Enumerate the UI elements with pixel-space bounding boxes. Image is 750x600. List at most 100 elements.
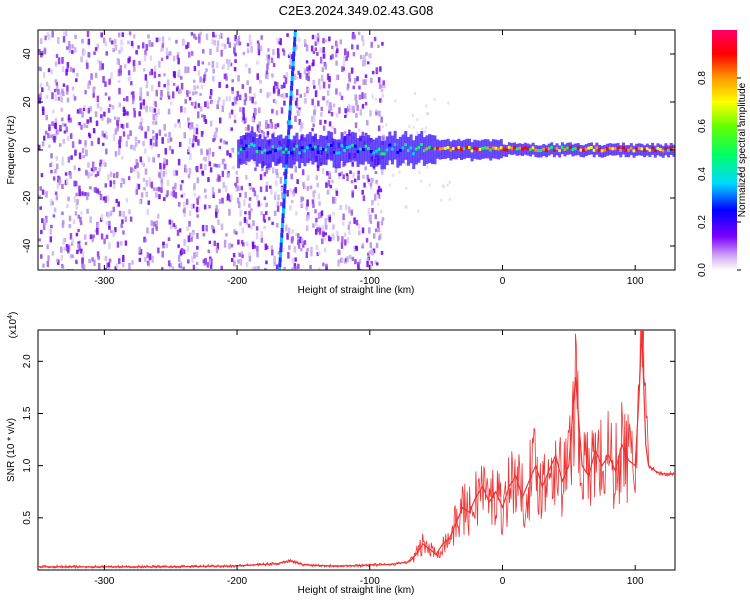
spectrogram-cell (401, 146, 405, 150)
spectrogram-cell (283, 188, 287, 194)
spectrogram-cell (441, 184, 444, 188)
spectrogram-cell (177, 57, 180, 65)
spectrogram-cell (377, 147, 381, 151)
spectrogram-cell (145, 84, 149, 88)
spectrogram-cell (366, 174, 369, 180)
spectrogram-cell (112, 206, 116, 212)
spectrogram-cell (59, 91, 63, 97)
spectrogram-cell (181, 248, 185, 254)
spectrogram-cell (121, 32, 125, 38)
spectrogram-cell (279, 242, 283, 248)
spectrogram-cell (105, 234, 109, 239)
spectrogram-cell (369, 110, 372, 117)
spectrogram-cell (334, 187, 338, 194)
spectrogram-cell (348, 254, 352, 260)
spectrogram-cell (76, 72, 79, 77)
spectrogram-cell (171, 149, 174, 154)
spectrogram-cell (249, 96, 252, 101)
spectrogram-cell (266, 245, 269, 250)
spectrogram-cell (152, 135, 155, 141)
spectrogram-cell (157, 186, 161, 192)
spectrogram-cell (334, 40, 338, 47)
spectrogram-cell (92, 127, 96, 133)
spectrogram-cell (213, 40, 216, 46)
spectrogram-cell (137, 139, 141, 144)
spectrogram-cell (127, 70, 131, 76)
spectrogram-cell (258, 121, 262, 127)
spectrogram-cell (373, 193, 377, 201)
spectrogram-cell (271, 167, 275, 174)
spectrogram-cell (539, 149, 543, 153)
spectrogram-cell (239, 107, 242, 113)
spectrogram-cell (177, 158, 181, 166)
spectrogram-cell (291, 61, 295, 67)
spectrogram-cell (248, 34, 252, 42)
spectrogram-cell (358, 128, 361, 132)
spectrogram-cell (45, 114, 48, 121)
spectrogram-cell (44, 130, 48, 135)
spectrogram-cell (90, 173, 93, 177)
spectrogram-cell (215, 211, 218, 218)
spectrogram-cell (94, 187, 97, 193)
spectrogram-cell (264, 122, 268, 129)
spectrogram-cell (290, 85, 294, 91)
spectrogram-cell (160, 267, 164, 270)
spectrogram-cell (380, 250, 384, 255)
spectrogram-cell (321, 67, 324, 73)
spectrogram-cell (327, 83, 331, 89)
spectrogram-cell (89, 106, 93, 112)
spectrogram-cell (117, 201, 121, 207)
spectrogram-cell (38, 238, 41, 242)
spectrogram-cell (335, 88, 338, 95)
spectrogram-cell (66, 245, 70, 253)
spectrogram-cell (157, 247, 160, 254)
spectrogram-cell (56, 163, 59, 170)
spectrogram-cell (307, 76, 310, 82)
spectrogram-cell (159, 172, 162, 179)
spectrogram-cell (326, 100, 329, 104)
spectrogram-cell (59, 125, 62, 130)
spectrogram-cell (158, 73, 161, 77)
spectrogram-cell (283, 82, 286, 89)
spectrogram-cell (155, 139, 158, 147)
spectrogram-cell (78, 122, 81, 126)
spectrogram-cell (329, 55, 333, 60)
spectrogram-cell (359, 147, 363, 151)
spectrogram-cell (152, 142, 156, 147)
spectrogram-cell (81, 191, 84, 196)
spectrogram-cell (321, 168, 325, 175)
spectrogram-cell (356, 44, 359, 50)
spectrogram-cell (281, 208, 285, 214)
spectrogram-cell (566, 146, 570, 150)
spectrogram-cell (195, 261, 199, 266)
spectrogram-cell (117, 117, 120, 123)
spectrogram-cell (150, 181, 154, 189)
spectrogram-cell (172, 82, 176, 86)
spectrogram-cell (208, 258, 211, 265)
spectrogram-cell (239, 258, 243, 266)
spectrogram-cell (347, 103, 351, 109)
spectrogram-cell (227, 172, 230, 178)
spectrogram-cell (258, 107, 261, 114)
spectrogram-cell (405, 205, 408, 209)
spectrogram-cell (142, 163, 146, 168)
spectrogram-cell (263, 225, 266, 230)
spectrogram-cell (134, 141, 138, 147)
spectrogram-cell (110, 230, 113, 234)
spectrogram-cell (128, 262, 131, 270)
spectrogram-cell (167, 237, 171, 242)
spectrogram-cell (39, 186, 42, 191)
spectrogram-cell (420, 143, 424, 147)
spectrogram-cell (106, 195, 110, 203)
spectrogram-cell (357, 224, 361, 230)
spectrogram-cell (272, 131, 276, 135)
spectrogram-cell (249, 225, 253, 230)
spectrogram-cell (295, 144, 299, 148)
spectrogram-cell (243, 219, 247, 223)
spectrogram-cell (112, 173, 116, 178)
spectrogram-cell (311, 127, 314, 132)
spectrogram-cell (175, 170, 179, 176)
spectrogram-cell (321, 147, 325, 151)
spectrogram-cell (287, 120, 291, 126)
